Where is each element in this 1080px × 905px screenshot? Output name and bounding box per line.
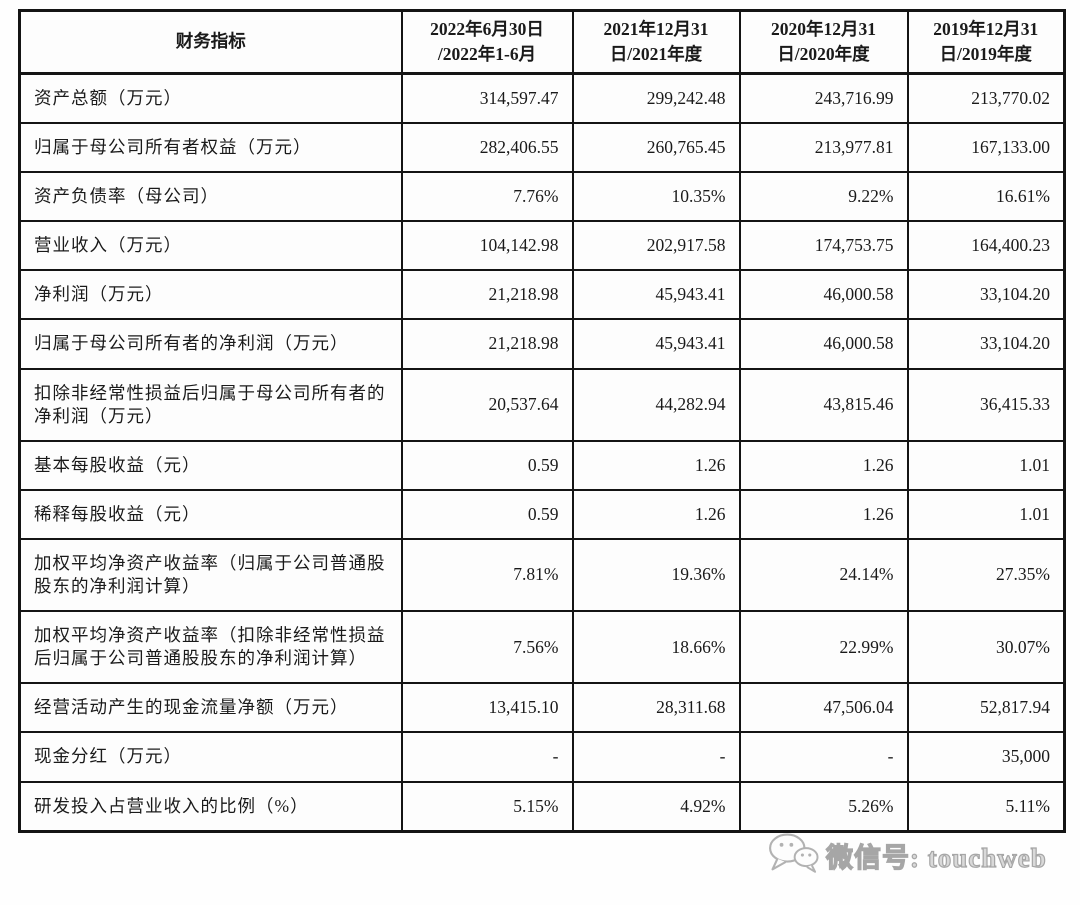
column-header-2021: 2021年12月31 日/2021年度 (571, 9, 741, 75)
row-value: 7.76% (400, 171, 574, 223)
row-value: 33,104.20 (906, 318, 1066, 370)
row-value: 5.11% (906, 780, 1066, 833)
row-value: - (571, 731, 741, 783)
row-label: 归属于母公司所有者权益（万元） (18, 122, 403, 174)
table-row: 经营活动产生的现金流量净额（万元） 13,415.10 28,311.68 47,50… (18, 682, 1066, 734)
row-value: 19.36% (571, 537, 741, 613)
row-value: 52,817.94 (906, 682, 1066, 734)
row-value: - (400, 731, 574, 783)
row-value: 5.26% (738, 780, 909, 833)
column-header-2020: 2020年12月31 日/2020年度 (738, 9, 909, 75)
row-value: 282,406.55 (400, 122, 574, 174)
row-value: 13,415.10 (400, 682, 574, 734)
row-label: 资产总额（万元） (18, 72, 403, 125)
row-value: 21,218.98 (400, 269, 574, 321)
row-value: 47,506.04 (738, 682, 909, 734)
row-value: 44,282.94 (571, 367, 741, 442)
table-row: 扣除非经常性损益后归属于母公司所有者的净利润（万元） 20,537.64 44,28… (18, 367, 1066, 442)
row-label: 稀释每股收益（元） (18, 488, 403, 540)
table-row: 研发投入占营业收入的比例（%） 5.15% 4.92% 5.26% 5.11% (18, 780, 1066, 833)
row-value: 30.07% (906, 610, 1066, 685)
table-row: 归属于母公司所有者的净利润（万元） 21,218.98 45,943.41 46,00… (18, 318, 1066, 370)
row-label: 归属于母公司所有者的净利润（万元） (18, 318, 403, 370)
row-value: 1.01 (906, 488, 1066, 540)
row-value: 174,753.75 (738, 220, 909, 272)
table-row: 稀释每股收益（元） 0.59 1.26 1.26 1.01 (18, 488, 1066, 540)
row-value: 0.59 (400, 439, 574, 491)
row-value: 5.15% (400, 780, 574, 833)
row-value: 33,104.20 (906, 269, 1066, 321)
row-value: 1.26 (571, 439, 741, 491)
row-value: 243,716.99 (738, 72, 909, 125)
row-value: 43,815.46 (738, 367, 909, 442)
row-value: 22.99% (738, 610, 909, 685)
row-label: 加权平均净资产收益率（扣除非经常性损益后归属于公司普通股股东的净利润计算） (18, 610, 403, 685)
row-value: 27.35% (906, 537, 1066, 613)
row-value: 45,943.41 (571, 269, 741, 321)
row-label: 研发投入占营业收入的比例（%） (18, 780, 403, 833)
row-value: 4.92% (571, 780, 741, 833)
row-label: 经营活动产生的现金流量净额（万元） (18, 682, 403, 734)
row-value: 104,142.98 (400, 220, 574, 272)
watermark-text: 微信号: touchweb (825, 842, 1047, 873)
row-value: 18.66% (571, 610, 741, 685)
row-value: 16.61% (906, 171, 1066, 223)
column-header-indicator: 财务指标 (18, 9, 403, 75)
row-value: 167,133.00 (906, 122, 1066, 174)
row-value: 164,400.23 (906, 220, 1066, 272)
table-header-row: 财务指标 2022年6月30日 /2022年1-6月 2021年12月31 日/… (18, 9, 1066, 75)
row-value: - (738, 731, 909, 783)
table-row: 营业收入（万元） 104,142.98 202,917.58 174,753.75 16… (18, 220, 1066, 272)
table-row: 基本每股收益（元） 0.59 1.26 1.26 1.01 (18, 439, 1066, 491)
row-label: 营业收入（万元） (18, 220, 403, 272)
table-row: 资产总额（万元） 314,597.47 299,242.48 243,716.99 21… (18, 72, 1066, 125)
table-row: 净利润（万元） 21,218.98 45,943.41 46,000.58 33,104… (18, 269, 1066, 321)
row-label: 资产负债率（母公司） (18, 171, 403, 223)
watermark: 微信号: touchweb (766, 831, 1047, 880)
row-value: 0.59 (400, 488, 574, 540)
row-value: 46,000.58 (738, 269, 909, 321)
row-value: 10.35% (571, 171, 741, 223)
row-value: 45,943.41 (571, 318, 741, 370)
row-value: 1.26 (738, 488, 909, 540)
wechat-icon (766, 831, 820, 880)
row-value: 299,242.48 (571, 72, 741, 125)
row-label: 净利润（万元） (18, 269, 403, 321)
row-value: 9.22% (738, 171, 909, 223)
row-value: 1.01 (906, 439, 1066, 491)
row-value: 213,977.81 (738, 122, 909, 174)
column-header-2019: 2019年12月31 日/2019年度 (906, 9, 1066, 75)
table-row: 加权平均净资产收益率（扣除非经常性损益后归属于公司普通股股东的净利润计算） 7.5… (18, 610, 1066, 685)
row-label: 现金分红（万元） (18, 731, 403, 783)
row-value: 1.26 (738, 439, 909, 491)
table-row: 资产负债率（母公司） 7.76% 10.35% 9.22% 16.61% (18, 171, 1066, 223)
row-value: 314,597.47 (400, 72, 574, 125)
row-value: 7.56% (400, 610, 574, 685)
row-value: 35,000 (906, 731, 1066, 783)
column-header-2022: 2022年6月30日 /2022年1-6月 (400, 9, 574, 75)
row-value: 28,311.68 (571, 682, 741, 734)
table-row: 归属于母公司所有者权益（万元） 282,406.55 260,765.45 213,9… (18, 122, 1066, 174)
financial-indicators-table: 财务指标 2022年6月30日 /2022年1-6月 2021年12月31 日/… (18, 9, 1066, 833)
row-value: 1.26 (571, 488, 741, 540)
table-row: 现金分红（万元） - - -35,000 (18, 731, 1066, 783)
table-row: 加权平均净资产收益率（归属于公司普通股股东的净利润计算） 7.81% 19.36% 2… (18, 537, 1066, 613)
table-header: 财务指标 2022年6月30日 /2022年1-6月 2021年12月31 日/… (18, 9, 1066, 75)
row-value: 20,537.64 (400, 367, 574, 442)
row-label: 基本每股收益（元） (18, 439, 403, 491)
row-value: 202,917.58 (571, 220, 741, 272)
row-label: 加权平均净资产收益率（归属于公司普通股股东的净利润计算） (18, 537, 403, 613)
row-value: 36,415.33 (906, 367, 1066, 442)
row-value: 24.14% (738, 537, 909, 613)
row-value: 260,765.45 (571, 122, 741, 174)
table-body: 资产总额（万元） 314,597.47 299,242.48 243,716.99 21… (18, 72, 1066, 833)
row-value: 21,218.98 (400, 318, 574, 370)
row-value: 46,000.58 (738, 318, 909, 370)
row-value: 7.81% (400, 537, 574, 613)
row-label: 扣除非经常性损益后归属于母公司所有者的净利润（万元） (18, 367, 403, 442)
row-value: 213,770.02 (906, 72, 1066, 125)
